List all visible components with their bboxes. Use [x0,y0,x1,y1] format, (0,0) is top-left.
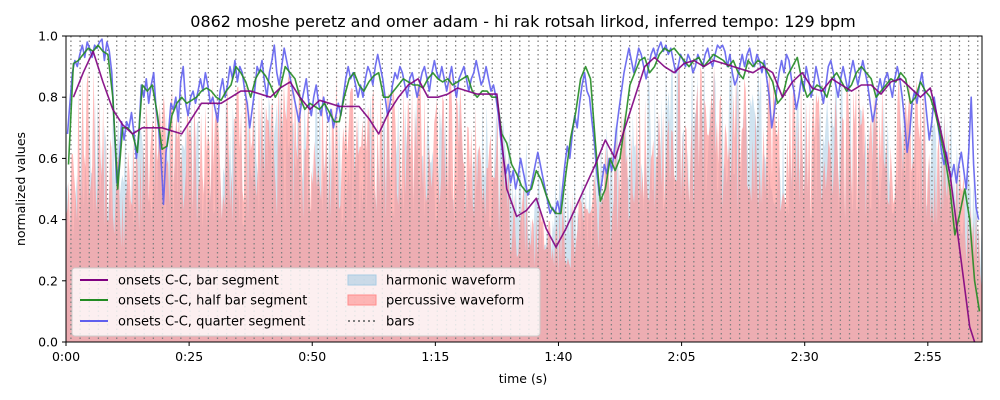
x-tick-label: 1:15 [421,349,449,364]
legend-patch-swatch [347,274,377,286]
y-tick-label: 0.4 [38,212,58,227]
y-tick-label: 1.0 [38,29,58,44]
legend-label: bars [386,315,415,330]
axes-frame [65,35,983,343]
y-tick-label: 0.6 [38,151,58,166]
x-tick-label: 0:25 [175,349,203,364]
y-axis-label: normalized values [13,132,28,246]
x-tick-label: 0:00 [52,349,80,364]
x-tick-label: 0:50 [298,349,326,364]
x-tick-label: 1:40 [544,349,572,364]
x-tick-label: 2:05 [668,349,696,364]
legend: onsets C-C, bar segment onsets C-C, half … [71,267,541,337]
bar-segment-line [72,50,976,342]
x-tick-label: 2:55 [914,349,942,364]
legend-label: percussive waveform [386,294,524,309]
legend-label: onsets C-C, half bar segment [118,294,307,309]
x-tick-label: 2:30 [791,349,819,364]
x-axis-label: time (s) [499,371,547,386]
legend-label: onsets C-C, quarter segment [118,315,305,330]
quarter-segment-line [66,38,980,220]
y-tick-label: 0.0 [38,335,58,350]
legend-label: harmonic waveform [386,274,516,289]
legend-label: onsets C-C, bar segment [118,274,279,289]
plot-area: 0:00 0:25 0:50 1:15 1:40 2:05 2:30 2:55 0.0 0.2 0.… [38,29,983,364]
y-tick-label: 0.8 [38,90,58,105]
half-bar-segment-line [67,44,981,312]
legend-patch-swatch [347,294,377,306]
y-tick-label: 0.2 [38,273,58,288]
legend-box [71,267,541,337]
chart-title: 0862 moshe peretz and omer adam - hi rak… [190,12,855,31]
